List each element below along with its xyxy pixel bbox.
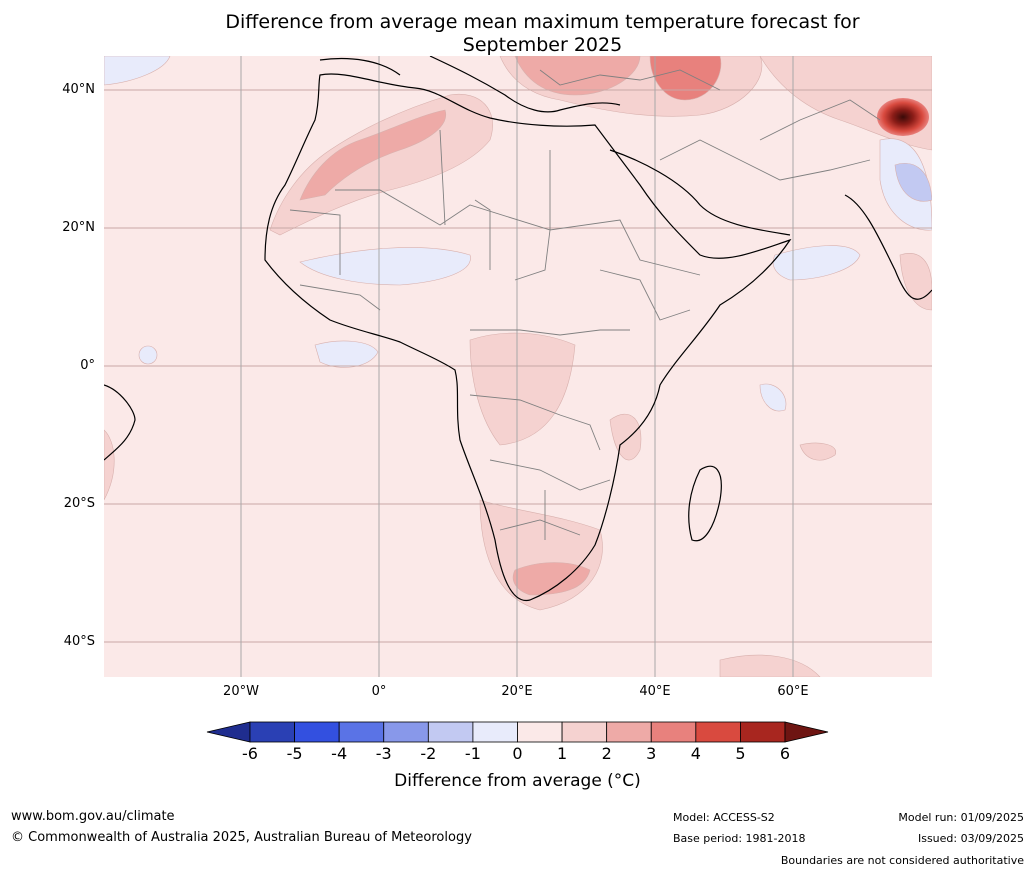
colorbar-tick-label: 1 xyxy=(556,744,568,763)
footer-disclaimer: Boundaries are not considered authoritat… xyxy=(780,854,1024,867)
coastlines xyxy=(104,56,932,601)
gridlines xyxy=(104,89,932,643)
colorbar-tick-label: 3 xyxy=(646,744,657,763)
lon-label-20e: 20°E xyxy=(501,684,533,699)
anomaly-india xyxy=(899,253,932,311)
arabia-coastline xyxy=(609,149,791,236)
anomaly-south-africa-warm xyxy=(512,562,591,596)
footer-url: www.bom.gov.au/climate xyxy=(11,809,175,824)
colorbar-tick-label: -4 xyxy=(331,744,348,763)
footer-issued: Issued: 03/09/2025 xyxy=(917,832,1024,845)
colorbar-tick-label: 2 xyxy=(601,744,612,763)
anomaly-south-ocean xyxy=(719,654,821,677)
anomaly-shading xyxy=(104,56,932,677)
madagascar-coastline xyxy=(688,465,722,542)
meridians xyxy=(240,56,794,677)
colorbar-tick-label: 5 xyxy=(735,744,746,763)
anomaly-caspian xyxy=(649,56,722,101)
colorbar-tick-label: -5 xyxy=(286,744,303,763)
colorbar-tick-label: -2 xyxy=(420,744,437,763)
lat-label-40n: 40°N xyxy=(62,82,95,97)
africa-coastline xyxy=(264,73,792,601)
lon-label-0: 0° xyxy=(371,684,387,699)
anomaly-sahel-cool xyxy=(299,247,471,286)
lat-label-20s: 20°S xyxy=(63,496,95,511)
footer-copyright: © Commonwealth of Australia 2025, Austra… xyxy=(11,830,472,845)
map-title-line2: September 2025 xyxy=(462,34,623,56)
country-borders xyxy=(289,69,881,540)
footer-model: Model: ACCESS-S2 xyxy=(673,811,775,824)
anomaly-atlantic-south xyxy=(104,429,115,501)
colorbar-tick-label: -1 xyxy=(464,744,481,763)
colorbar-tick-label: 6 xyxy=(779,744,791,763)
colorbar-tick-label: -3 xyxy=(375,744,392,763)
anomaly-indian-ocean-cool xyxy=(759,383,787,412)
lat-label-40s: 40°S xyxy=(63,634,95,649)
brazil-coastline xyxy=(104,384,136,461)
anomaly-indian-ocean xyxy=(799,442,837,461)
lat-label-0: 0° xyxy=(80,358,95,373)
europe-coastline xyxy=(319,56,621,113)
anomaly-south-atlantic-cool xyxy=(138,345,158,365)
lon-label-20w: 20°W xyxy=(223,684,259,699)
colorbar-tick-label: 0 xyxy=(512,744,523,763)
lon-label-60e: 60°E xyxy=(777,684,809,699)
anomaly-sahara-warm xyxy=(299,109,447,201)
colorbar-label: Difference from average (°C) xyxy=(394,771,641,791)
anomaly-balkans xyxy=(514,56,641,96)
anomaly-arabian-sea-cool xyxy=(772,245,861,281)
colorbar-tick-label: 4 xyxy=(690,744,701,763)
lon-label-40e: 40°E xyxy=(639,684,671,699)
anomaly-nw-atlantic-cool xyxy=(104,56,171,86)
anomaly-hotspot xyxy=(877,98,929,136)
footer-base-period: Base period: 1981-2018 xyxy=(673,832,806,845)
anomaly-madagascar-channel xyxy=(609,413,642,461)
anomaly-east-africa xyxy=(469,332,576,446)
colorbar-tick-label: -6 xyxy=(242,744,258,763)
footer-model-run: Model run: 01/09/2025 xyxy=(898,811,1024,824)
lat-label-20n: 20°N xyxy=(62,220,95,235)
anomaly-tibet-core xyxy=(894,163,932,202)
india-coastline xyxy=(844,194,932,300)
map-title-line1: Difference from average mean maximum tem… xyxy=(225,11,860,33)
